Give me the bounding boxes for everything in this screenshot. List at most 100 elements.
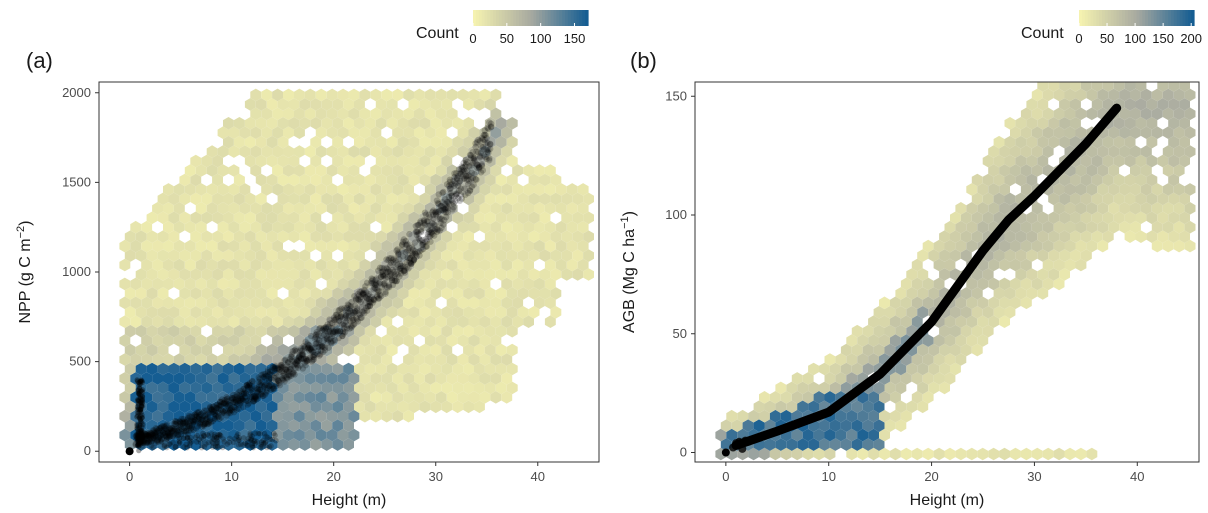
scatter-point bbox=[135, 390, 142, 396]
scatter-point bbox=[190, 426, 197, 434]
scatter-point bbox=[477, 143, 485, 150]
hexbin-cell bbox=[999, 183, 1010, 196]
scatter-point bbox=[387, 255, 395, 262]
scatter-point bbox=[306, 347, 313, 354]
scatter-point bbox=[287, 365, 295, 373]
hexbin-cell bbox=[1124, 192, 1136, 206]
hexbin-cell bbox=[517, 287, 529, 300]
scatter-point bbox=[467, 176, 475, 183]
scatter-point bbox=[148, 430, 155, 437]
hexbin-cell bbox=[1124, 211, 1136, 225]
hexbin-cell bbox=[359, 239, 371, 253]
scatter-point bbox=[224, 395, 231, 402]
hexbin-cell bbox=[337, 145, 349, 158]
hexbin-cell bbox=[397, 117, 409, 130]
hexbin-cell bbox=[1059, 82, 1070, 92]
hexbin-cell bbox=[506, 230, 518, 243]
hexbin-cell bbox=[392, 164, 404, 177]
hexbin-cell bbox=[857, 353, 869, 366]
scatter-point bbox=[441, 208, 448, 215]
hexbin-cell bbox=[1140, 88, 1152, 102]
scatter-point bbox=[439, 189, 446, 197]
hexbin-cell bbox=[370, 145, 382, 158]
hexbin-cell bbox=[555, 258, 567, 272]
scatter-point bbox=[137, 385, 143, 391]
scatter-point bbox=[404, 254, 411, 261]
hexbin-cell bbox=[495, 362, 507, 376]
hexbin-cell bbox=[753, 400, 765, 414]
hexbin-cell bbox=[375, 287, 387, 300]
hexbin-cell bbox=[457, 372, 469, 385]
hexbin-cell bbox=[780, 391, 792, 404]
scatter-point bbox=[134, 377, 140, 383]
hexbin-cell bbox=[895, 306, 907, 319]
scatter-point bbox=[424, 218, 431, 225]
scatter-point bbox=[235, 437, 242, 443]
hexbin-cell bbox=[277, 192, 289, 206]
scatter-point bbox=[307, 345, 314, 352]
scatter-point bbox=[336, 306, 343, 313]
scatter-point bbox=[418, 246, 425, 254]
scatter-point bbox=[342, 318, 350, 325]
hexbin-cell bbox=[354, 192, 365, 206]
hexbin-cell bbox=[321, 268, 333, 281]
hexbin-cell bbox=[1059, 230, 1070, 243]
scatter-point bbox=[295, 357, 302, 365]
hexbin-cell bbox=[1010, 145, 1021, 158]
scatter-point bbox=[212, 412, 219, 420]
hexbin-cell bbox=[1031, 447, 1043, 461]
scatter-point bbox=[451, 170, 458, 177]
hexbin-cell bbox=[190, 268, 202, 281]
scatter-point bbox=[346, 317, 353, 324]
hexbin-cell bbox=[124, 249, 136, 262]
hexbin-cell bbox=[977, 183, 989, 196]
hexbin-cell bbox=[528, 249, 540, 262]
y-tick-label: 2000 bbox=[62, 85, 91, 100]
hexbin-cell bbox=[332, 117, 344, 130]
x-tick-label: 10 bbox=[821, 469, 835, 484]
hexbin-cell bbox=[819, 419, 830, 432]
hexbin-cell bbox=[414, 258, 425, 272]
scatter-point bbox=[136, 437, 143, 444]
hexbin-cell bbox=[474, 306, 485, 319]
scatter-point bbox=[279, 376, 286, 383]
scatter-point bbox=[346, 325, 353, 332]
scatter-point bbox=[442, 201, 449, 208]
scatter-point bbox=[402, 249, 409, 256]
hexbin-cell bbox=[277, 343, 289, 357]
hexbin-cell bbox=[359, 220, 371, 234]
hexbin-cell bbox=[523, 183, 534, 196]
hexbin-cell bbox=[441, 154, 453, 168]
hexbin-cell bbox=[272, 409, 283, 423]
scatter-point bbox=[149, 433, 157, 440]
scatter-point bbox=[460, 159, 467, 167]
scatter-point bbox=[487, 141, 494, 148]
hexbin-cell bbox=[135, 381, 147, 395]
scatter-point bbox=[380, 272, 387, 280]
x-tick-label: 40 bbox=[1130, 469, 1144, 484]
hexbin-cell bbox=[179, 173, 191, 187]
hexbin-cell bbox=[184, 164, 196, 177]
hexbin-cell bbox=[141, 428, 153, 442]
hexbin-cell bbox=[474, 324, 485, 338]
hexbin-cell bbox=[239, 239, 251, 253]
hexbin-cell bbox=[1102, 154, 1114, 168]
hexbin-cell bbox=[1184, 239, 1196, 253]
hexbin-cell bbox=[354, 98, 365, 111]
scatter-point bbox=[289, 348, 296, 355]
hexbin-cell bbox=[484, 117, 496, 130]
scatter-point bbox=[352, 308, 359, 315]
scatter-point bbox=[427, 222, 434, 229]
scatter-point bbox=[250, 440, 256, 446]
scatter-point bbox=[231, 399, 239, 407]
scatter-point bbox=[135, 397, 141, 404]
y-tick-label: 500 bbox=[69, 354, 91, 369]
hexbin-cell bbox=[430, 343, 442, 357]
hexbin-cell bbox=[195, 277, 207, 291]
scatter-point bbox=[342, 312, 350, 319]
hexbin-cell bbox=[119, 239, 131, 253]
scatter-point bbox=[150, 427, 158, 434]
hexbin-cell bbox=[966, 296, 978, 310]
hexbin-cell bbox=[359, 202, 371, 215]
hexbin-cell bbox=[895, 419, 907, 432]
